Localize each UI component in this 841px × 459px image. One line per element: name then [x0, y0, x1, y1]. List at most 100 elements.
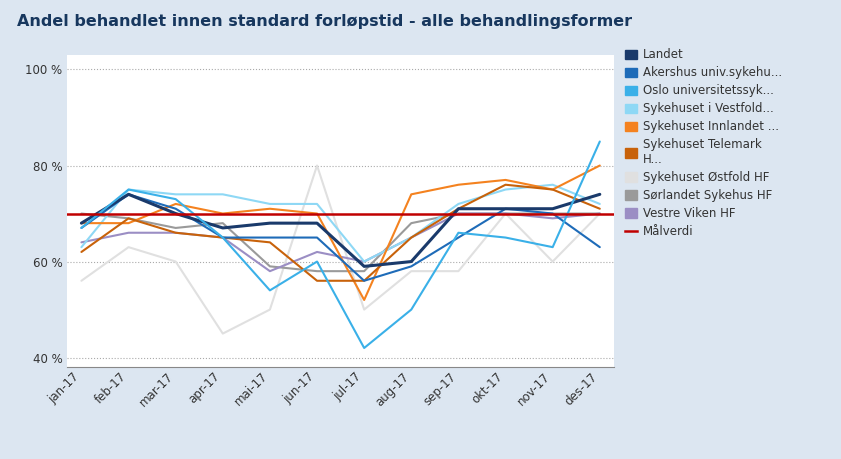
Landet: [595, 191, 605, 197]
Akershus univ.sykehu...: [500, 206, 510, 212]
Landet: [265, 220, 275, 226]
Oslo universitetssyk...: [406, 307, 416, 312]
Sykehuset Telemark
H...: [312, 278, 322, 284]
Sykehuset i Vestfold...: [265, 201, 275, 207]
Landet: [312, 220, 322, 226]
Akershus univ.sykehu...: [547, 211, 558, 216]
Oslo universitetssyk...: [312, 259, 322, 264]
Sykehuset Innlandet ...: [500, 177, 510, 183]
Oslo universitetssyk...: [218, 235, 228, 241]
Sykehuset Innlandet ...: [171, 201, 181, 207]
Sykehuset Telemark
H...: [124, 216, 134, 221]
Akershus univ.sykehu...: [218, 235, 228, 241]
Sykehuset Østfold HF: [595, 211, 605, 216]
Oslo universitetssyk...: [359, 345, 369, 351]
Akershus univ.sykehu...: [171, 206, 181, 212]
Vestre Viken HF: [406, 235, 416, 241]
Sykehuset i Vestfold...: [124, 187, 134, 192]
Sørlandet Sykehus HF: [77, 211, 87, 216]
Oslo universitetssyk...: [265, 288, 275, 293]
Sykehuset Telemark
H...: [265, 240, 275, 245]
Sykehuset Innlandet ...: [77, 220, 87, 226]
Oslo universitetssyk...: [500, 235, 510, 241]
Sykehuset i Vestfold...: [77, 244, 87, 250]
Sykehuset i Vestfold...: [218, 191, 228, 197]
Line: Sykehuset Telemark
H...: Sykehuset Telemark H...: [82, 185, 600, 281]
Sykehuset i Vestfold...: [312, 201, 322, 207]
Akershus univ.sykehu...: [359, 278, 369, 284]
Sykehuset Telemark
H...: [595, 206, 605, 212]
Line: Sykehuset Østfold HF: Sykehuset Østfold HF: [82, 166, 600, 334]
Sykehuset Telemark
H...: [171, 230, 181, 235]
Vestre Viken HF: [265, 269, 275, 274]
Vestre Viken HF: [453, 211, 463, 216]
Oslo universitetssyk...: [547, 244, 558, 250]
Sykehuset i Vestfold...: [500, 187, 510, 192]
Sykehuset Østfold HF: [312, 163, 322, 168]
Sykehuset Østfold HF: [218, 331, 228, 336]
Vestre Viken HF: [595, 211, 605, 216]
Akershus univ.sykehu...: [312, 235, 322, 241]
Vestre Viken HF: [171, 230, 181, 235]
Sykehuset Innlandet ...: [218, 211, 228, 216]
Sykehuset i Vestfold...: [406, 235, 416, 241]
Sørlandet Sykehus HF: [547, 211, 558, 216]
Vestre Viken HF: [77, 240, 87, 245]
Oslo universitetssyk...: [171, 196, 181, 202]
Sykehuset Østfold HF: [359, 307, 369, 312]
Vestre Viken HF: [312, 249, 322, 255]
Sykehuset Østfold HF: [500, 211, 510, 216]
Line: Akershus univ.sykehu...: Akershus univ.sykehu...: [82, 194, 600, 281]
Legend: Landet, Akershus univ.sykehu..., Oslo universitetssyk..., Sykehuset i Vestfold..: Landet, Akershus univ.sykehu..., Oslo un…: [626, 49, 782, 238]
Sykehuset Telemark
H...: [77, 249, 87, 255]
Sykehuset Innlandet ...: [359, 297, 369, 303]
Sørlandet Sykehus HF: [124, 216, 134, 221]
Sørlandet Sykehus HF: [265, 263, 275, 269]
Akershus univ.sykehu...: [77, 225, 87, 231]
Landet: [124, 191, 134, 197]
Sykehuset Telemark
H...: [500, 182, 510, 187]
Sykehuset i Vestfold...: [547, 182, 558, 187]
Line: Sykehuset i Vestfold...: Sykehuset i Vestfold...: [82, 185, 600, 262]
Sørlandet Sykehus HF: [595, 211, 605, 216]
Line: Sørlandet Sykehus HF: Sørlandet Sykehus HF: [82, 213, 600, 271]
Oslo universitetssyk...: [77, 225, 87, 231]
Sørlandet Sykehus HF: [453, 211, 463, 216]
Sykehuset i Vestfold...: [171, 191, 181, 197]
Line: Landet: Landet: [82, 194, 600, 266]
Vestre Viken HF: [547, 216, 558, 221]
Sykehuset Innlandet ...: [124, 220, 134, 226]
Landet: [171, 211, 181, 216]
Sykehuset i Vestfold...: [453, 201, 463, 207]
Line: Vestre Viken HF: Vestre Viken HF: [82, 213, 600, 271]
Sykehuset Østfold HF: [453, 269, 463, 274]
Sykehuset Innlandet ...: [265, 206, 275, 212]
Akershus univ.sykehu...: [406, 263, 416, 269]
Sykehuset Østfold HF: [265, 307, 275, 312]
Line: Oslo universitetssyk...: Oslo universitetssyk...: [82, 141, 600, 348]
Sykehuset Østfold HF: [547, 259, 558, 264]
Landet: [500, 206, 510, 212]
Sykehuset Østfold HF: [406, 269, 416, 274]
Sykehuset Telemark
H...: [359, 278, 369, 284]
Landet: [406, 259, 416, 264]
Akershus univ.sykehu...: [124, 191, 134, 197]
Sykehuset Østfold HF: [124, 244, 134, 250]
Oslo universitetssyk...: [453, 230, 463, 235]
Akershus univ.sykehu...: [595, 244, 605, 250]
Oslo universitetssyk...: [595, 139, 605, 144]
Vestre Viken HF: [500, 211, 510, 216]
Landet: [218, 225, 228, 231]
Sykehuset Telemark
H...: [547, 187, 558, 192]
Sykehuset Telemark
H...: [218, 235, 228, 241]
Sørlandet Sykehus HF: [312, 269, 322, 274]
Sykehuset Innlandet ...: [547, 187, 558, 192]
Sykehuset Østfold HF: [171, 259, 181, 264]
Landet: [547, 206, 558, 212]
Akershus univ.sykehu...: [453, 235, 463, 241]
Sykehuset Østfold HF: [77, 278, 87, 284]
Sykehuset Telemark
H...: [453, 206, 463, 212]
Sørlandet Sykehus HF: [500, 211, 510, 216]
Akershus univ.sykehu...: [265, 235, 275, 241]
Landet: [359, 263, 369, 269]
